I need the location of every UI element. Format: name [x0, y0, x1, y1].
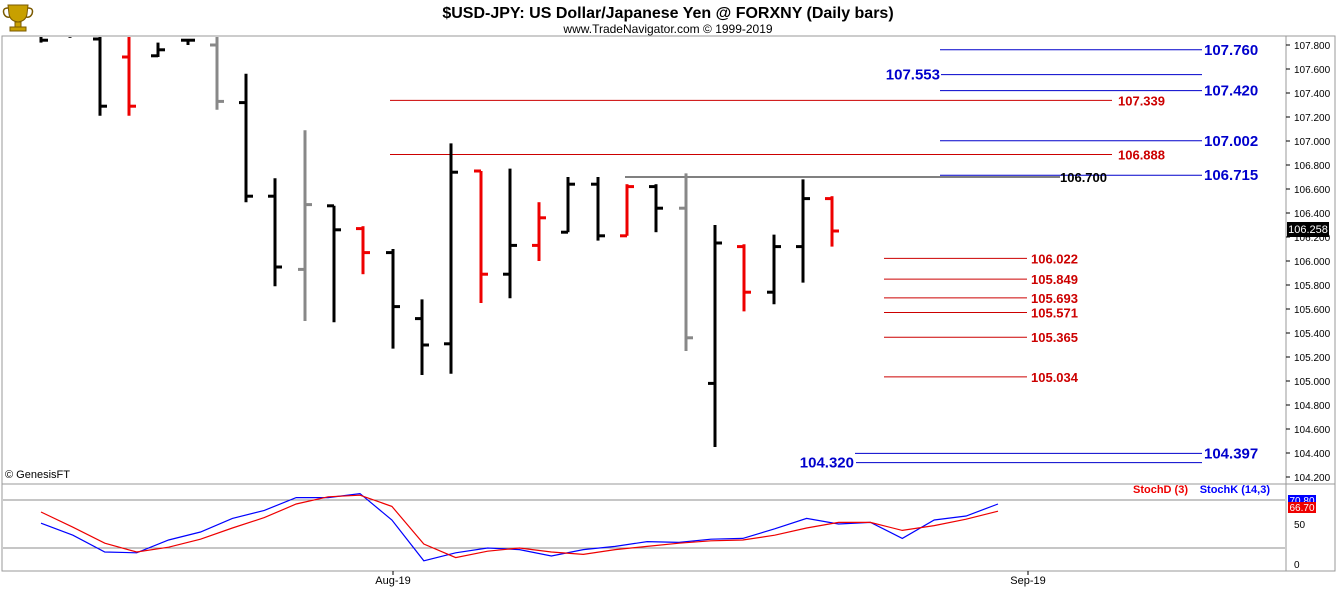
level-label: 107.760	[1204, 42, 1258, 59]
y-tick-label: 107.600	[1294, 65, 1331, 76]
level-label: 104.320	[800, 455, 854, 472]
y-tick-label: 104.600	[1294, 425, 1331, 436]
y-tick-label: 105.200	[1294, 353, 1331, 364]
y-tick-label: 105.400	[1294, 329, 1331, 340]
stoch-legend-k: StochK (14,3)	[1200, 484, 1271, 496]
trophy-icon	[2, 4, 34, 32]
copyright-label: © GenesisFT	[5, 469, 70, 481]
last-price-tag	[1287, 222, 1329, 237]
stoch-k-value: 70.80	[1289, 496, 1314, 507]
y-tick-label: 104.200	[1294, 473, 1331, 484]
price-panel-frame	[1, 35, 1287, 485]
y-tick-label: 104.400	[1294, 449, 1331, 460]
stochastic-panel-frame	[1, 483, 1287, 572]
stoch-d-tag	[1288, 502, 1316, 513]
y-tick-label: 107.200	[1294, 113, 1331, 124]
level-label: 107.553	[886, 67, 940, 84]
stoch-y-tick-label: 0	[1294, 560, 1300, 571]
price-axis-frame	[1285, 35, 1336, 485]
level-label: 104.397	[1204, 445, 1258, 462]
y-tick-label: 106.600	[1294, 185, 1331, 196]
y-tick-label: 104.800	[1294, 401, 1331, 412]
level-label: 107.002	[1204, 133, 1258, 150]
level-label: 107.339	[1118, 93, 1165, 108]
level-label: 105.849	[1031, 272, 1078, 287]
y-tick-label: 105.600	[1294, 305, 1331, 316]
stoch-d-line	[40, 494, 999, 559]
stoch-k-tag	[1288, 495, 1316, 506]
y-tick-label: 106.000	[1294, 257, 1331, 268]
y-tick-label: 107.400	[1294, 89, 1331, 100]
level-label: 105.365	[1031, 330, 1078, 345]
x-tick-label: Aug-19	[375, 575, 410, 587]
y-tick-label: 105.800	[1294, 281, 1331, 292]
x-tick-label: Sep-19	[1010, 575, 1045, 587]
chart-subtitle: www.TradeNavigator.com © 1999-2019	[562, 22, 772, 36]
level-label: 106.700	[1060, 170, 1107, 185]
last-price-label: 106.258	[1288, 224, 1328, 236]
y-tick-label: 106.200	[1294, 233, 1331, 244]
y-tick-label: 105.000	[1294, 377, 1331, 388]
stoch-k-line	[40, 492, 999, 562]
level-label: 107.420	[1204, 83, 1258, 100]
level-label: 105.693	[1031, 291, 1078, 306]
stoch-y-tick-label: 50	[1294, 520, 1306, 531]
y-tick-label: 107.800	[1294, 41, 1331, 52]
stoch-legend-d: StochD (3)	[1133, 484, 1188, 496]
y-tick-label: 106.800	[1294, 161, 1331, 172]
chart-title: $USD-JPY: US Dollar/Japanese Yen @ FORXN…	[442, 5, 893, 22]
level-label: 106.715	[1204, 167, 1258, 184]
level-label: 106.022	[1031, 251, 1078, 266]
y-tick-label: 106.400	[1294, 209, 1331, 220]
level-label: 105.571	[1031, 305, 1078, 320]
level-label: 106.888	[1118, 147, 1165, 162]
level-label: 105.034	[1031, 370, 1079, 385]
y-tick-label: 107.000	[1294, 137, 1331, 148]
stoch-d-value: 66.70	[1289, 503, 1314, 514]
